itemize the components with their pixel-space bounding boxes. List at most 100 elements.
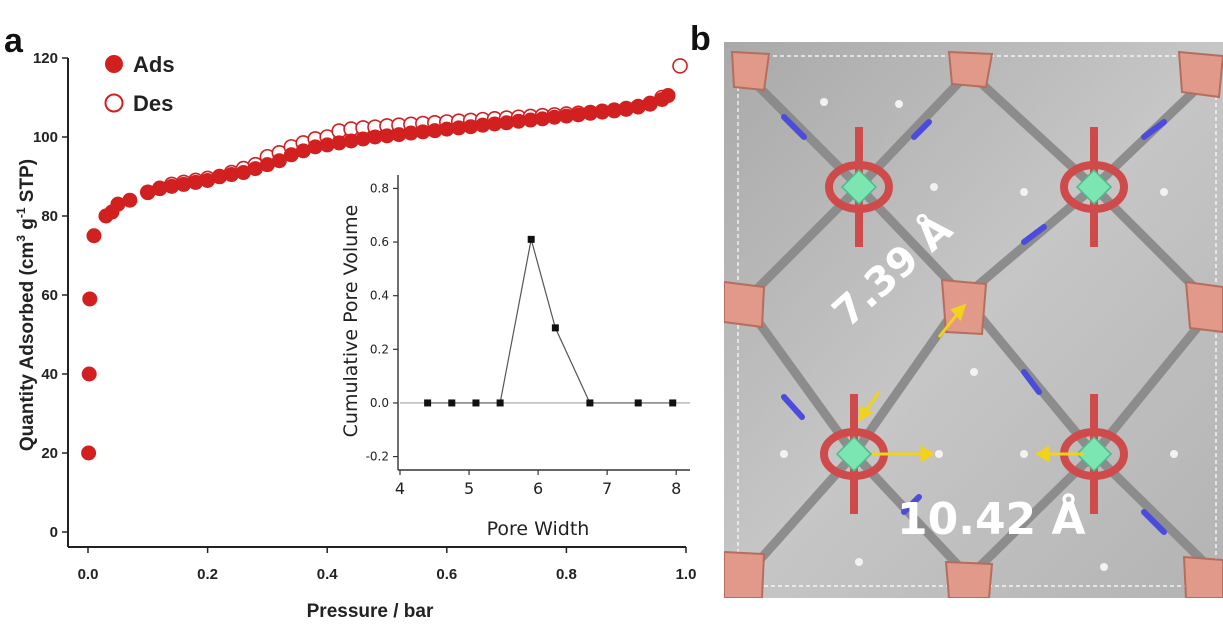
ads-point (523, 112, 539, 128)
ads-point (212, 169, 228, 184)
ads-point (403, 125, 419, 141)
ads-point (355, 131, 371, 147)
ads-point (487, 116, 503, 132)
inset-point (586, 399, 594, 407)
inset-y-tick-label: 0.2 (370, 342, 389, 356)
ads-point (235, 165, 251, 181)
inset-point (634, 399, 642, 407)
ads-point (86, 228, 102, 244)
ads-point (558, 108, 574, 124)
ads-point (140, 184, 156, 200)
x-tick-label: 0.6 (436, 566, 457, 583)
inset-point (448, 399, 456, 407)
ads-point (331, 135, 347, 151)
ads-point (391, 127, 407, 143)
ads-point (499, 115, 515, 131)
ads-point (81, 366, 97, 382)
ads-point (259, 157, 275, 173)
x-tick-label: 1.0 (676, 566, 697, 583)
legend-label-des: Des (133, 91, 173, 116)
ads-point (618, 101, 634, 117)
ads-point (570, 107, 586, 123)
ads-point (606, 103, 622, 119)
ads-point (176, 176, 192, 192)
ads-point (582, 105, 598, 121)
y-tick-label: 20 (41, 445, 58, 462)
x-tick-label: 0.0 (78, 566, 99, 583)
inset-point (527, 235, 535, 243)
ads-point (511, 113, 527, 129)
y-axis-title: Quantity Adsorbed (cm3 g-1 STP) (14, 159, 38, 451)
ads-point (188, 174, 204, 190)
legend-marker-des (104, 93, 124, 113)
y-tick-label: 120 (33, 50, 58, 67)
legend-marker-ads (105, 55, 123, 73)
ads-point (439, 121, 455, 137)
inset-point (496, 399, 504, 407)
ads-point (534, 111, 550, 127)
legend-label-ads: Ads (133, 52, 175, 77)
inset-point (472, 399, 480, 407)
inset-axes (397, 175, 690, 471)
ads-point (283, 147, 299, 163)
ads-point (295, 143, 311, 159)
x-tick-label: 0.4 (317, 566, 339, 583)
y-tick-label: 0 (50, 524, 58, 541)
inset-x-tick-label: 4 (395, 479, 405, 498)
ads-point (660, 88, 676, 104)
y-tick-label: 40 (41, 366, 58, 383)
inset-series-line (427, 239, 673, 404)
ads-point (224, 167, 240, 183)
ads-point (463, 119, 479, 135)
legend: Ads Des (104, 52, 175, 116)
ads-point (81, 445, 97, 461)
inset-point (669, 399, 677, 407)
x-axis-title: Pressure / bar (307, 601, 434, 622)
ads-point (110, 196, 126, 212)
y-tick-label: 60 (41, 287, 58, 304)
ads-point (164, 178, 180, 194)
x-tick-label: 0.2 (197, 566, 218, 583)
pore-volume-inset: 4 5 6 7 8 -0.2 0.0 0.2 0.4 0.6 0.8 Pore Width Cumu… (340, 175, 690, 540)
ads-point (367, 129, 383, 145)
crystal-structure-drawing (724, 42, 1223, 598)
panel-label-b: b (690, 20, 711, 58)
isotherm-points (81, 58, 688, 461)
panel-label-a: a (4, 22, 24, 60)
inset-point (551, 324, 559, 332)
ads-point (271, 153, 287, 169)
ads-point (594, 104, 610, 120)
ads-point (343, 133, 359, 149)
isotherm-axes (67, 58, 686, 548)
inset-y-tick-label: 0.0 (370, 396, 389, 410)
inset-x-tick-label: 8 (671, 479, 681, 498)
isotherm-ticks: 0.0 0.2 0.4 0.6 0.8 1.0 0 20 40 60 80 100 120 (33, 50, 696, 583)
inset-y-tick-label: -0.2 (366, 450, 389, 464)
ads-point (152, 180, 168, 196)
y-tick-label: 80 (41, 208, 58, 225)
inset-y-tick-label: 0.4 (370, 289, 389, 303)
isotherm-chart: 0.0 0.2 0.4 0.6 0.8 1.0 0 20 40 60 80 100 120 Pressu… (14, 50, 696, 622)
ads-point (451, 120, 467, 136)
ads-point (200, 172, 216, 188)
inset-y-tick-label: 0.8 (370, 181, 389, 195)
ads-point (247, 161, 263, 177)
inset-x-tick-label: 5 (464, 479, 474, 498)
pore-distance-horizontal-label: 10.42 Å (897, 494, 1086, 545)
inset-x-axis-title: Pore Width (487, 518, 590, 540)
inset-x-tick-label: 7 (602, 479, 612, 498)
x-tick-label: 0.8 (556, 566, 577, 583)
ads-point (415, 124, 431, 140)
ads-point (475, 117, 491, 133)
ads-point (630, 99, 646, 115)
inset-point (424, 399, 432, 407)
inset-y-tick-label: 0.6 (370, 235, 389, 249)
ads-point (642, 96, 658, 112)
crystal-structure-image: 7.39 Å 10.42 Å (724, 42, 1223, 598)
y-tick-label: 100 (33, 129, 58, 146)
inset-ticks: 4 5 6 7 8 -0.2 0.0 0.2 0.4 0.6 0.8 (366, 181, 682, 498)
ads-point (319, 137, 335, 153)
ads-point (546, 109, 562, 125)
inset-y-axis-title: Cumulative Pore Volume (340, 205, 362, 438)
